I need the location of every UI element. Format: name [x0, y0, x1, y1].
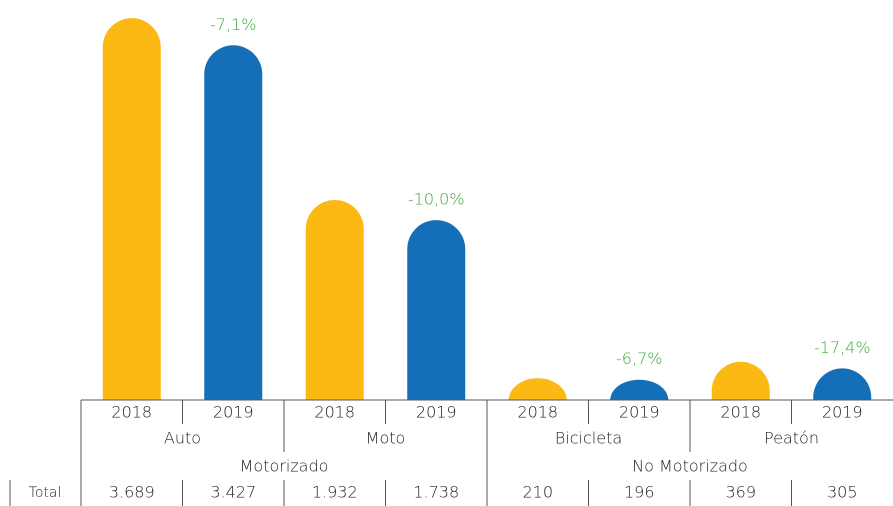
year-label: 2018 — [111, 403, 152, 422]
bar — [102, 18, 161, 401]
bar — [813, 368, 872, 400]
category-label: Bicicleta — [555, 429, 622, 448]
year-label: 2018 — [720, 403, 761, 422]
year-label: 2019 — [416, 403, 457, 422]
bar — [407, 220, 466, 400]
bar — [711, 361, 770, 400]
group-label: No Motorizado — [632, 457, 748, 476]
total-value: 305 — [827, 483, 858, 502]
group-label: Motorizado — [240, 457, 329, 476]
year-label: 2019 — [822, 403, 863, 422]
category-label: Moto — [366, 429, 406, 448]
total-value: 210 — [522, 483, 553, 502]
year-label: 2018 — [517, 403, 558, 422]
total-value: 1.932 — [312, 483, 358, 502]
year-label: 2019 — [619, 403, 660, 422]
year-label: 2019 — [213, 403, 254, 422]
change-label: -17,4% — [814, 338, 871, 357]
bar — [610, 379, 669, 400]
total-value: 369 — [725, 483, 756, 502]
category-label: Auto — [164, 429, 201, 448]
change-label: -7,1% — [210, 15, 256, 34]
row-label: Total — [29, 485, 62, 501]
bar — [305, 200, 364, 400]
bar — [204, 45, 263, 400]
total-value: 3.689 — [109, 483, 155, 502]
total-value: 1.738 — [413, 483, 459, 502]
total-value: 3.427 — [210, 483, 256, 502]
year-label: 2018 — [314, 403, 355, 422]
category-label: Peatón — [764, 429, 819, 448]
bar — [508, 378, 567, 400]
change-label: -10,0% — [408, 190, 465, 209]
total-value: 196 — [624, 483, 655, 502]
change-label: -6,7% — [616, 349, 662, 368]
